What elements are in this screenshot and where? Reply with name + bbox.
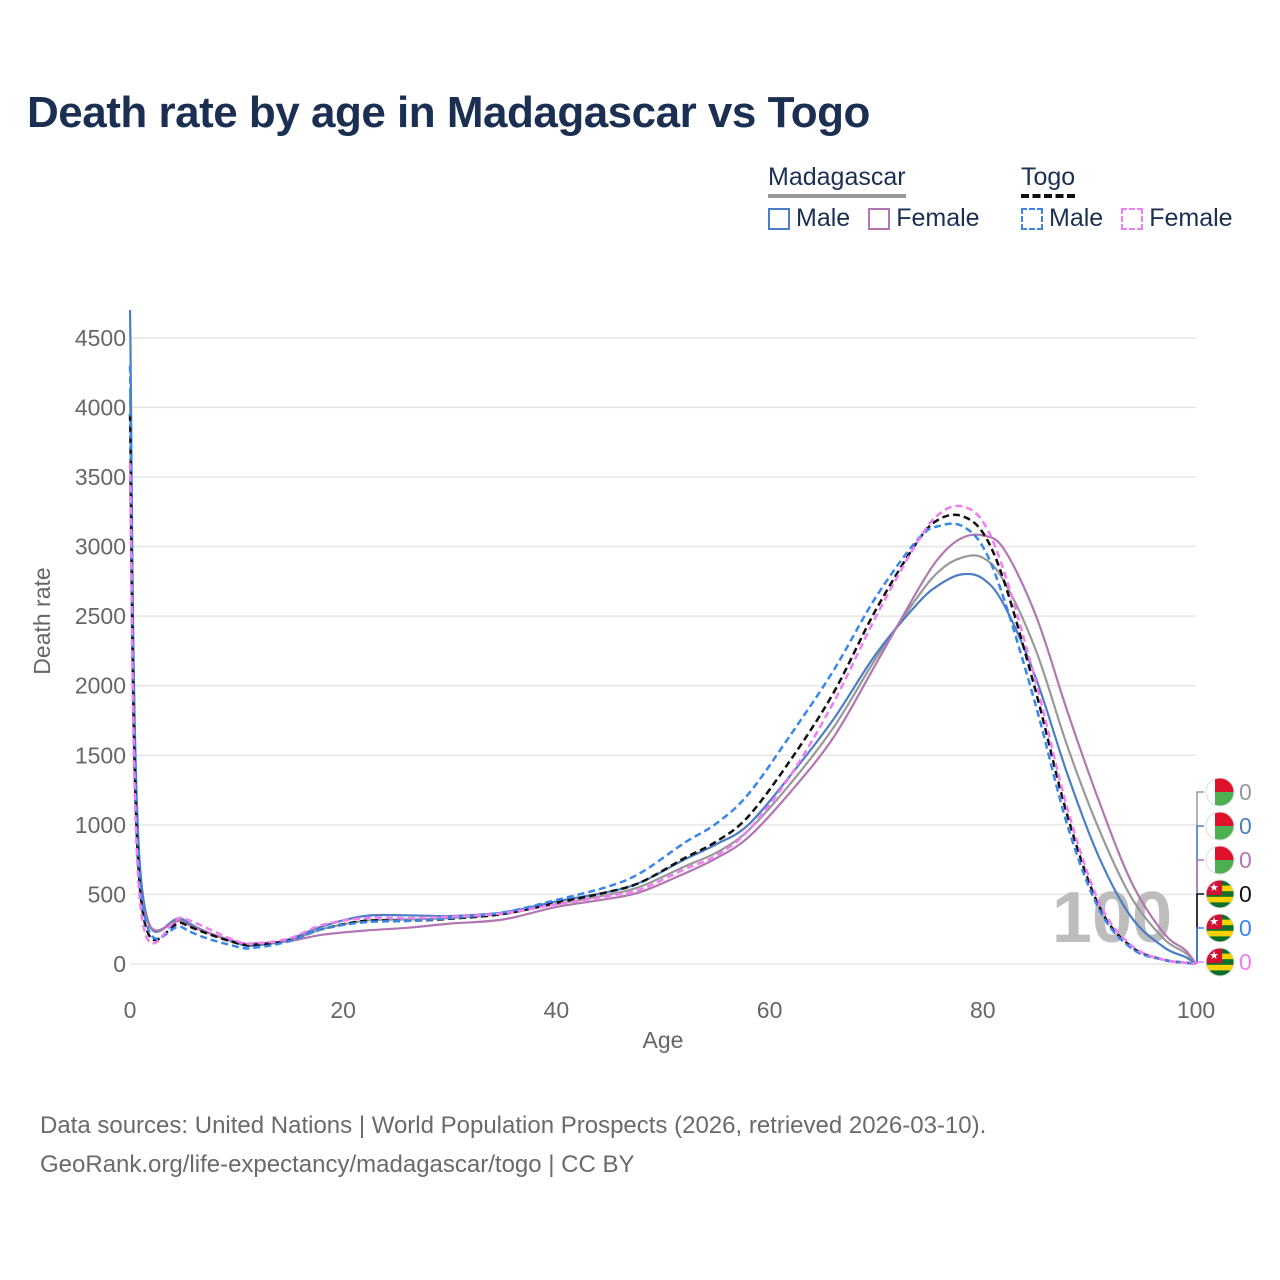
grid xyxy=(130,337,1196,965)
y-tick-label: 1000 xyxy=(75,812,126,838)
flag-icon-togo: ★ xyxy=(1205,947,1235,977)
y-tick-label: 4000 xyxy=(75,394,126,420)
legend-head-madagascar[interactable]: Madagascar xyxy=(768,163,906,198)
legend-item-madagascar-male[interactable]: Male xyxy=(768,204,850,233)
sources: Data sources: United Nations | World Pop… xyxy=(40,1106,986,1184)
chart-title: Death rate by age in Madagascar vs Togo xyxy=(27,88,870,137)
x-tick-labels: 0 20 40 60 80 100 xyxy=(124,997,1216,1023)
y-tick-label: 0 xyxy=(113,951,126,977)
legend-item-togo-male[interactable]: Male xyxy=(1021,204,1103,233)
end-label-connector xyxy=(1196,825,1204,964)
end-label-connector xyxy=(1196,859,1204,964)
end-label-connector xyxy=(1196,893,1204,964)
x-tick-label: 40 xyxy=(544,997,570,1023)
x-tick-label: 100 xyxy=(1177,997,1215,1023)
end-label-connector xyxy=(1196,791,1204,964)
y-tick-label: 2500 xyxy=(75,603,126,629)
y-tick-label: 1500 xyxy=(75,742,126,768)
series-line-togo-female[interactable] xyxy=(128,463,1197,966)
legend-item-madagascar-female[interactable]: Female xyxy=(868,204,980,233)
legend-label: Male xyxy=(1049,204,1104,232)
watermark: 100 xyxy=(1052,878,1172,958)
end-label-connector xyxy=(1196,927,1204,964)
end-label-connector xyxy=(1196,961,1204,964)
legend-swatch-icon xyxy=(1021,207,1043,230)
legend-label: Female xyxy=(1149,204,1233,232)
y-tick-label: 3500 xyxy=(75,464,126,490)
y-axis-label: Death rate xyxy=(29,567,55,674)
series-line-togo-male[interactable] xyxy=(128,365,1197,966)
y-tick-label: 4500 xyxy=(75,325,126,351)
flag-icon-madagascar xyxy=(1205,811,1235,841)
flag-icon-togo: ★ xyxy=(1205,879,1235,909)
legend-head-togo[interactable]: Togo xyxy=(1021,163,1076,198)
end-label-value: 0 xyxy=(1239,915,1252,941)
end-labels: 0 0 0 ★ 0 ★ 0 ★ 0 xyxy=(1196,777,1252,977)
y-tick-labels: 0 500 1000 1500 2000 2500 3000 3500 4000 4500 xyxy=(75,325,126,977)
y-tick-label: 500 xyxy=(88,881,126,907)
flag-icon-togo: ★ xyxy=(1205,913,1235,943)
legend-swatch-icon xyxy=(1121,207,1144,230)
flag-icon-madagascar xyxy=(1205,845,1235,875)
series-line-togo-total[interactable] xyxy=(128,414,1197,966)
y-tick-label: 2000 xyxy=(75,673,126,699)
x-tick-label: 0 xyxy=(124,997,137,1023)
sources-line-1: Data sources: United Nations | World Pop… xyxy=(40,1112,987,1139)
end-label-value: 0 xyxy=(1239,881,1252,907)
x-axis-label: Age xyxy=(643,1027,684,1053)
end-label-value: 0 xyxy=(1239,949,1252,975)
x-tick-label: 80 xyxy=(970,997,996,1023)
legend-label: Female xyxy=(896,204,980,232)
flag-icon-madagascar xyxy=(1205,777,1235,807)
y-tick-label: 3000 xyxy=(75,534,126,560)
series-lines xyxy=(128,309,1197,966)
svg-text:★: ★ xyxy=(1209,950,1219,962)
legend-group-togo[interactable]: Togo Male Female xyxy=(1021,163,1251,233)
legend-item-togo-female[interactable]: Female xyxy=(1121,204,1233,233)
legend-swatch-icon xyxy=(768,207,790,230)
svg-text:★: ★ xyxy=(1209,916,1219,928)
legend-swatch-icon xyxy=(868,207,891,230)
end-label-value: 0 xyxy=(1239,847,1252,873)
x-tick-label: 60 xyxy=(757,997,783,1023)
sources-line-2[interactable]: GeoRank.org/life-expectancy/madagascar/t… xyxy=(40,1151,635,1178)
legend-group-madagascar[interactable]: Madagascar Male Female xyxy=(768,163,998,233)
end-label-value: 0 xyxy=(1239,813,1252,839)
end-label-value: 0 xyxy=(1239,779,1252,805)
svg-text:★: ★ xyxy=(1209,882,1219,894)
series-line-madagascar-female[interactable] xyxy=(128,476,1197,965)
x-tick-label: 20 xyxy=(330,997,356,1023)
legend-label: Male xyxy=(796,204,851,232)
